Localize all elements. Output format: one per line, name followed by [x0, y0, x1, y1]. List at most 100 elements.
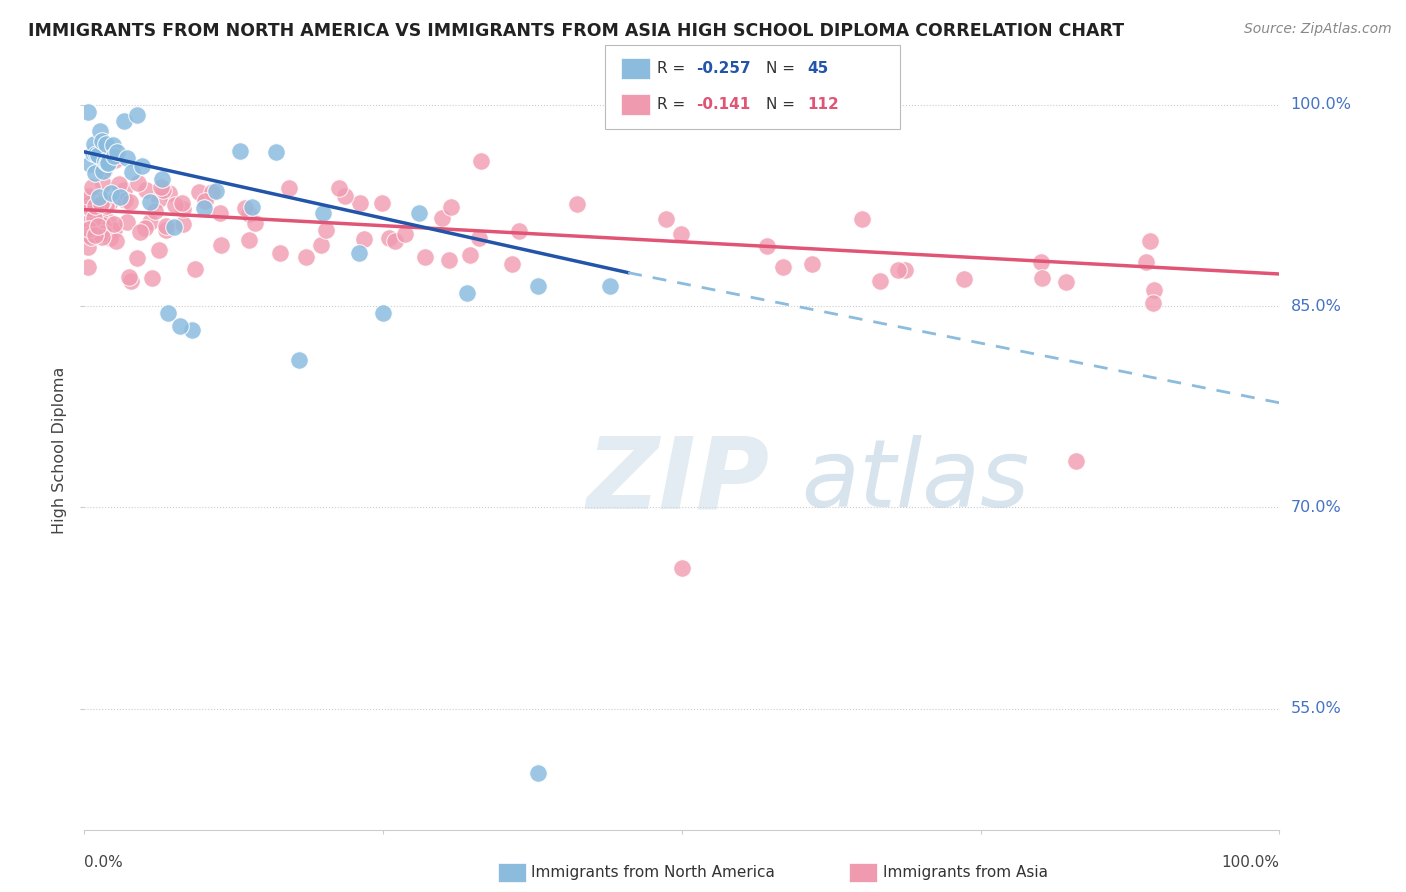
Point: [172, 202, 194, 216]
Text: IMMIGRANTS FROM NORTH AMERICA VS IMMIGRANTS FROM ASIA HIGH SCHOOL DIPLOMA CORREL: IMMIGRANTS FROM NORTH AMERICA VS IMMIGRA…: [28, 22, 1125, 40]
Point: [238, 234, 260, 248]
Point: [655, 211, 678, 226]
Point: [98, 195, 121, 210]
Point: [508, 224, 530, 238]
Point: [264, 145, 287, 159]
Point: [278, 181, 301, 195]
Point: [89, 213, 111, 227]
Point: [233, 201, 256, 215]
Text: Immigrants from Asia: Immigrants from Asia: [883, 865, 1047, 880]
Point: [245, 216, 267, 230]
Point: [288, 352, 311, 367]
Point: [141, 270, 163, 285]
Point: [87, 190, 110, 204]
Point: [79, 157, 101, 171]
Point: [150, 172, 173, 186]
Point: [437, 253, 460, 268]
Point: [114, 193, 136, 207]
Point: [371, 196, 394, 211]
Point: [349, 245, 371, 260]
Point: [470, 153, 492, 168]
Point: [163, 198, 186, 212]
Point: [103, 148, 125, 162]
Point: [373, 306, 395, 320]
Text: Immigrants from North America: Immigrants from North America: [531, 865, 775, 880]
Point: [229, 144, 252, 158]
Point: [269, 246, 291, 260]
Text: N =: N =: [766, 97, 800, 112]
Text: 85.0%: 85.0%: [1291, 299, 1341, 314]
Point: [83, 228, 105, 243]
Point: [127, 176, 149, 190]
Point: [328, 181, 350, 195]
Point: [432, 211, 454, 225]
Point: [118, 270, 141, 285]
Point: [77, 260, 100, 275]
Point: [103, 223, 125, 237]
Point: [125, 251, 148, 265]
Point: [458, 248, 481, 262]
Point: [94, 137, 117, 152]
Point: [101, 223, 124, 237]
Text: 55.0%: 55.0%: [1291, 701, 1341, 716]
Point: [148, 192, 170, 206]
Point: [353, 232, 375, 246]
Point: [103, 217, 125, 231]
Point: [886, 262, 908, 277]
Point: [169, 319, 191, 334]
Text: 100.0%: 100.0%: [1222, 855, 1279, 870]
Point: [82, 145, 104, 160]
Text: 45: 45: [807, 62, 828, 76]
Point: [89, 124, 111, 138]
Point: [104, 153, 127, 167]
Point: [125, 107, 148, 121]
Point: [295, 250, 318, 264]
Point: [90, 196, 112, 211]
Point: [91, 229, 114, 244]
Point: [79, 201, 101, 215]
Point: [121, 165, 143, 179]
Point: [851, 212, 873, 227]
Point: [315, 223, 337, 237]
Point: [869, 274, 891, 288]
Point: [157, 306, 180, 320]
Point: [170, 195, 193, 210]
Point: [139, 194, 162, 209]
Point: [98, 231, 121, 245]
Point: [183, 262, 205, 277]
Point: [1135, 255, 1157, 269]
Point: [104, 235, 127, 249]
Point: [77, 239, 100, 253]
Point: [1142, 296, 1164, 310]
Point: [93, 164, 115, 178]
Point: [107, 178, 129, 192]
Point: [91, 194, 114, 209]
Point: [86, 148, 108, 162]
Text: N =: N =: [766, 62, 800, 76]
Point: [209, 206, 232, 220]
Point: [97, 156, 120, 170]
Point: [120, 274, 142, 288]
Point: [415, 250, 437, 264]
Point: [193, 201, 215, 215]
Point: [755, 239, 778, 253]
Point: [77, 228, 100, 243]
Text: ZIP: ZIP: [586, 433, 769, 529]
Point: [77, 226, 100, 240]
Point: [93, 164, 115, 178]
Point: [163, 220, 186, 235]
Point: [394, 227, 416, 241]
Y-axis label: High School Diploma: High School Diploma: [52, 367, 67, 534]
Point: [77, 193, 100, 207]
Point: [91, 177, 114, 191]
Point: [91, 134, 114, 148]
Point: [152, 183, 174, 197]
Point: [80, 230, 103, 244]
Point: [117, 215, 139, 229]
Point: [240, 200, 263, 214]
Point: [155, 223, 177, 237]
Point: [83, 211, 105, 225]
Point: [238, 207, 260, 221]
Point: [1029, 255, 1052, 269]
Point: [333, 189, 356, 203]
